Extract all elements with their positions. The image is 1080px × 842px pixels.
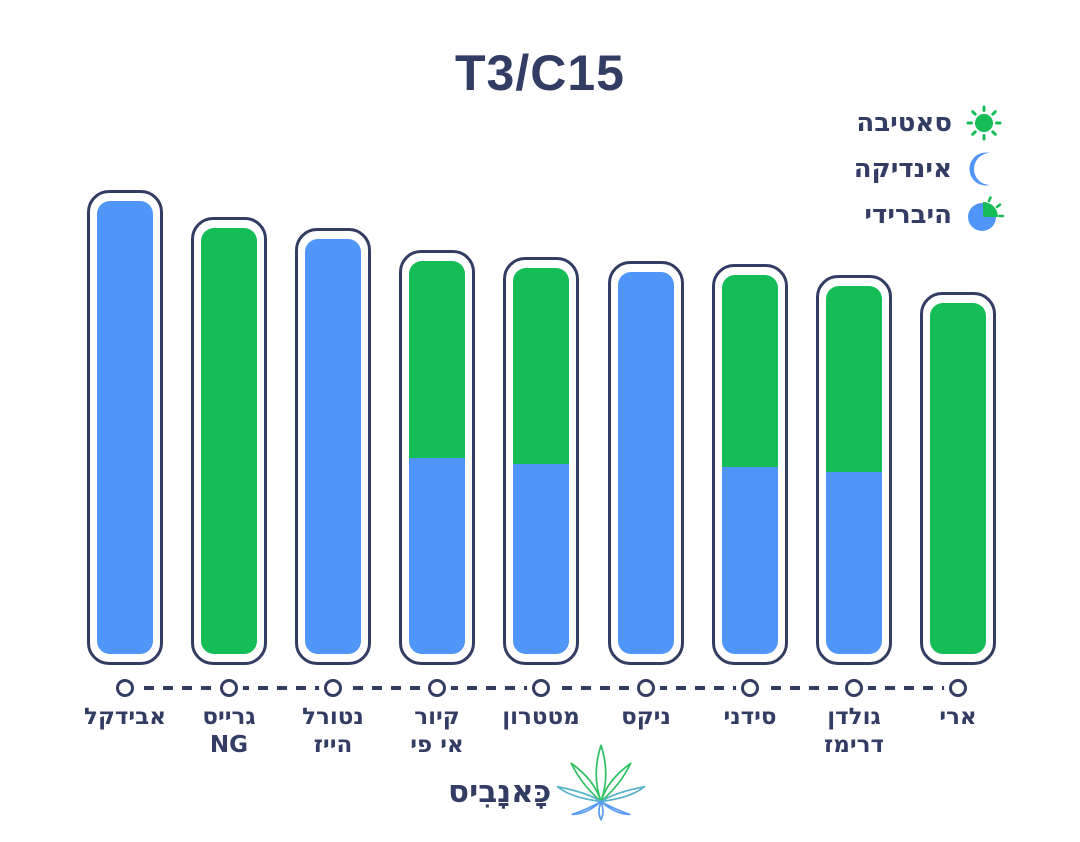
- brand-logo: כָּאנָבִיס: [448, 740, 649, 829]
- x-axis-label: ארי: [939, 704, 977, 730]
- bar-outline: [503, 257, 579, 665]
- axis-tick-circle: [116, 679, 134, 697]
- cannabis-leaf-icon: [553, 740, 649, 829]
- bar-outline: [399, 250, 475, 665]
- legend-label-indica: אינדיקה: [853, 154, 952, 184]
- bar-fill-hybrid: [722, 275, 778, 654]
- axis-tick-circle: [428, 679, 446, 697]
- axis-tick-circle: [637, 679, 655, 697]
- bar-fill-sativa: [930, 303, 986, 654]
- x-axis-label: מטטרון: [502, 704, 580, 730]
- brand-logo-text: כָּאנָבִיס: [448, 773, 552, 810]
- legend-label-hybrid: היברידי: [864, 200, 952, 230]
- hybrid-sun-moon-icon: [964, 195, 1005, 235]
- moon-icon: [964, 149, 1004, 189]
- bar-outline: [191, 217, 267, 665]
- bar-fill-indica: [305, 239, 361, 654]
- x-axis-label: נטורל הייז: [302, 704, 364, 758]
- axis-tick-circle: [324, 679, 342, 697]
- bar-fill-indica: [618, 272, 674, 654]
- bar-outline: [87, 190, 163, 665]
- x-axis-label: ניקס: [621, 704, 671, 730]
- chart-title: T3/C15: [455, 45, 625, 101]
- bar-fill-hybrid: [513, 268, 569, 654]
- bar-fill-hybrid: [409, 261, 465, 654]
- legend: סאטיבה אינדיקה: [854, 102, 1005, 240]
- axis-tick-circle: [949, 679, 967, 697]
- axis-tick-circle: [220, 679, 238, 697]
- axis-tick-circle: [532, 679, 550, 697]
- legend-label-sativa: סאטיבה: [856, 108, 952, 138]
- x-axis-label: אבידקל: [84, 704, 166, 730]
- bar-fill-hybrid: [826, 286, 882, 654]
- bar-fill-sativa: [201, 228, 257, 654]
- bar-outline: [816, 275, 892, 665]
- x-axis-label: קיור אי פי: [410, 704, 464, 758]
- bar-outline: [712, 264, 788, 665]
- x-axis-label: גולדן דרימז: [824, 704, 884, 758]
- legend-item-hybrid: היברידי: [854, 194, 1005, 236]
- x-axis-label: גרייס NG: [202, 704, 256, 758]
- axis-tick-circle: [845, 679, 863, 697]
- x-axis-label: סידני: [723, 704, 777, 730]
- bar-outline: [295, 228, 371, 665]
- legend-item-indica: אינדיקה: [854, 148, 1004, 190]
- sun-icon: [964, 103, 1004, 143]
- axis-tick-circle: [741, 679, 759, 697]
- bar-outline: [920, 292, 996, 665]
- bar-fill-indica: [97, 201, 153, 654]
- legend-item-sativa: סאטיבה: [854, 102, 1004, 144]
- bar-outline: [608, 261, 684, 665]
